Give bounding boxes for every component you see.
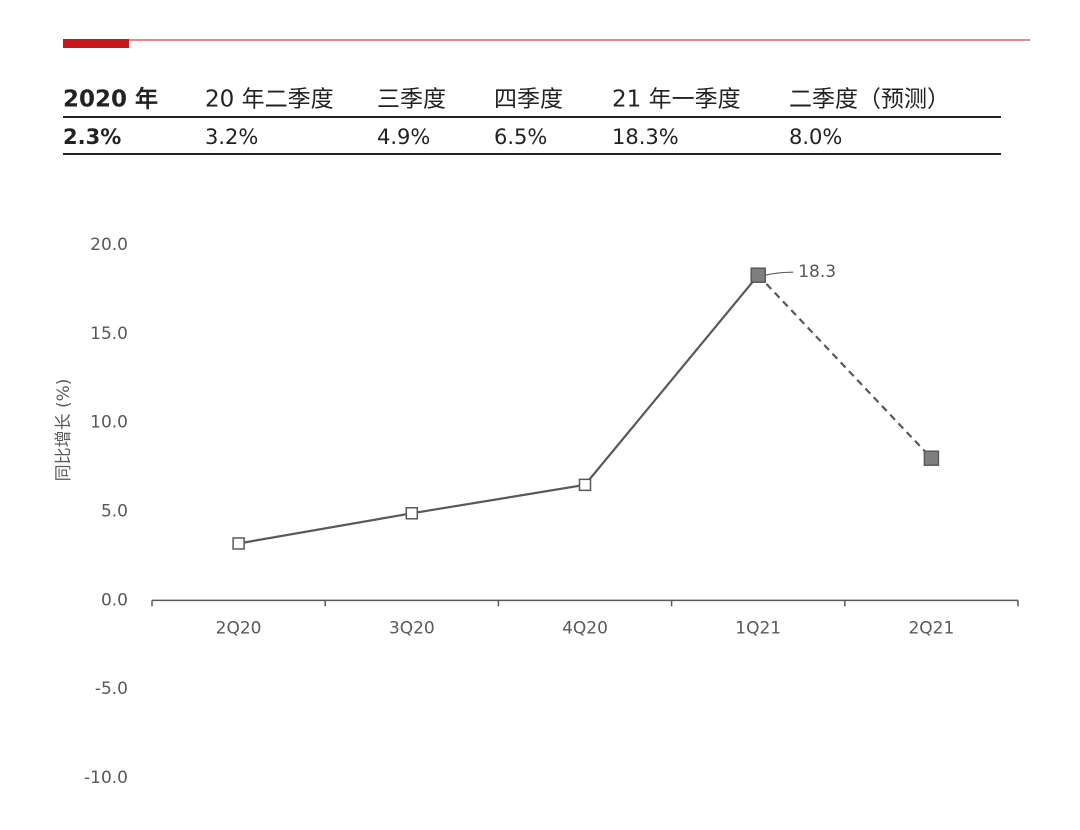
x-tick-label: 4Q20 [562,618,608,638]
table-header-cell: 二季度（预测） [789,87,950,113]
marker [232,537,245,550]
table-cell: 6.5% [494,125,547,149]
x-tick-label: 2Q20 [216,618,262,638]
table-cell: 3.2% [205,125,258,149]
marker [750,267,766,283]
table-header-cell: 三季度 [377,87,446,113]
x-tick-label: 2Q21 [908,618,954,638]
y-tick-label: -5.0 [95,679,128,699]
marker [923,450,940,466]
y-tick-label: -10.0 [84,768,128,788]
table-cell: 2.3% [63,125,121,149]
x-tick-label: 1Q21 [735,618,781,638]
table-cell: 8.0% [789,125,842,149]
data-label: 18.3 [798,262,836,282]
table-header-cell: 20 年二季度 [205,87,334,113]
accent-bar [63,39,129,48]
marker [578,478,592,492]
y-tick-label: 20.0 [90,235,128,255]
x-tick-label: 3Q20 [389,618,435,638]
line [757,274,933,459]
table-header-cell: 四季度 [494,87,563,113]
table-cell: 18.3% [612,125,679,149]
table-header-cell: 2020 年 [63,86,158,113]
line [238,274,760,545]
y-axis-label: 同比增长 (%) [54,379,74,482]
y-tick-label: 10.0 [90,413,128,433]
table-cell: 4.9% [377,125,430,149]
y-tick-label: 0.0 [101,590,128,610]
table-header-cell: 21 年一季度 [612,87,741,113]
label-leader [765,271,794,276]
marker [405,507,419,520]
y-tick-label: 15.0 [90,324,128,344]
y-tick-label: 5.0 [101,502,128,522]
